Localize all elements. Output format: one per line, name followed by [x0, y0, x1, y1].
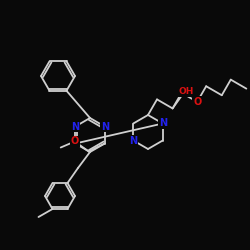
Text: N: N: [71, 122, 79, 132]
Text: N: N: [159, 118, 167, 128]
Text: N: N: [101, 122, 109, 132]
Text: O: O: [70, 136, 79, 146]
Text: OH: OH: [179, 87, 194, 96]
Text: N: N: [129, 136, 137, 145]
Text: O: O: [193, 97, 201, 107]
